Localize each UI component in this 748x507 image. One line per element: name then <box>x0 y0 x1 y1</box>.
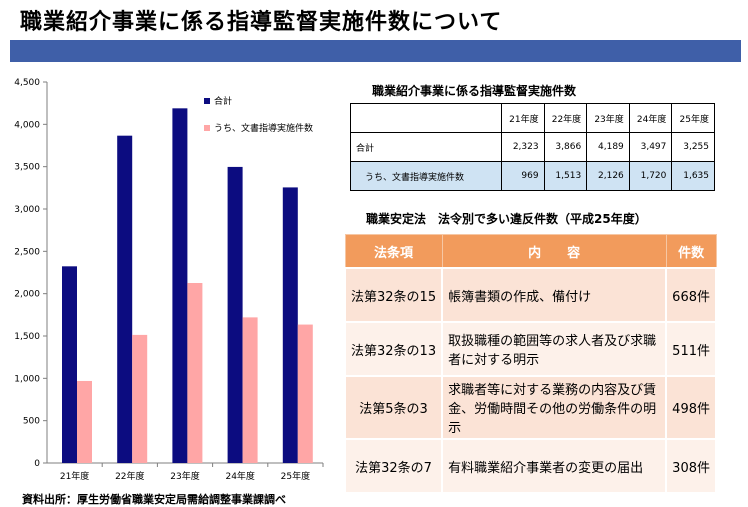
violations-header-row: 法条項 内 容 件数 <box>344 234 717 269</box>
violations-header-count: 件数 <box>665 234 717 269</box>
x-tick-label: 22年度 <box>115 470 144 482</box>
bar-total <box>282 187 298 463</box>
stats-table: 21年度 22年度 23年度 24年度 25年度 合計 2,323 3,866 … <box>350 103 715 191</box>
violation-count: 308件 <box>665 438 717 494</box>
violation-law: 法第32条の15 <box>343 267 444 323</box>
stats-cell: 2,323 <box>501 132 545 162</box>
y-tick-label: 3,000 <box>14 205 40 215</box>
bar-document <box>77 380 92 463</box>
stats-row-document: うち、文書指導実施件数 969 1,513 2,126 1,720 1,635 <box>350 161 715 191</box>
y-tick-label: 1,500 <box>14 332 40 342</box>
y-tick-label: 0 <box>34 459 40 469</box>
stats-header-corner <box>350 103 502 133</box>
stats-cell: 4,189 <box>586 132 630 162</box>
stats-cell: 1,720 <box>628 161 673 191</box>
x-tick-label: 23年度 <box>170 470 199 482</box>
violation-row: 法第32条の7 有料職業紹介事業者の変更の届出 308件 <box>343 438 717 494</box>
stats-header-cell: 22年度 <box>543 103 588 133</box>
page-title: 職業紹介事業に係る指導監督実施件数について <box>20 10 503 35</box>
legend-label: うち、文書指導実施件数 <box>214 122 313 134</box>
title-bar <box>10 40 741 62</box>
y-tick-label: 4,500 <box>14 78 40 88</box>
legend-swatch <box>204 125 210 131</box>
bar-chart: 0 500 1,000 1,500 2,000 2,500 3,000 3,500 4,000 4… <box>14 78 324 482</box>
violation-law: 法第32条の7 <box>343 438 444 494</box>
legend-swatch <box>204 98 210 104</box>
bar-document <box>187 282 203 463</box>
y-tick-label: 500 <box>23 417 40 427</box>
violation-content: 求職者等に対する業務の内容及び賃金、労働時間その他の労働条件の明示 <box>441 375 668 440</box>
stats-header-cell: 24年度 <box>628 103 673 133</box>
x-tick-label: 24年度 <box>225 470 254 482</box>
stats-row-total: 合計 2,323 3,866 4,189 3,497 3,255 <box>350 132 715 162</box>
x-tick-label: 25年度 <box>281 470 310 482</box>
stats-cell: 3,497 <box>628 132 673 162</box>
stats-cell: 1,513 <box>543 161 588 191</box>
stats-cell: 2,126 <box>586 161 630 191</box>
stats-cell: 3,866 <box>543 132 588 162</box>
stats-row-label: 合計 <box>350 132 502 162</box>
y-tick-label: 2,500 <box>14 247 40 257</box>
stats-header-cell: 23年度 <box>586 103 630 133</box>
stats-header-cell: 25年度 <box>671 103 715 133</box>
violation-count: 668件 <box>665 267 717 323</box>
stats-header-cell: 21年度 <box>501 103 545 133</box>
source-note: 資料出所：厚生労働省職業安定局需給調整事業課調べ <box>22 493 286 506</box>
violation-count: 511件 <box>665 321 717 377</box>
violation-content: 取扱職種の範囲等の求人者及び求職者に対する明示 <box>441 321 668 377</box>
violation-count: 498件 <box>665 375 717 440</box>
y-tick-label: 3,500 <box>14 163 40 173</box>
stats-cell: 969 <box>501 161 545 191</box>
bar-total <box>172 108 188 463</box>
stats-cell: 1,635 <box>671 161 715 191</box>
violation-row: 法第5条の3 求職者等に対する業務の内容及び賃金、労働時間その他の労働条件の明示… <box>343 375 717 440</box>
stats-cell: 3,255 <box>671 132 715 162</box>
bar-total <box>227 166 243 464</box>
violation-law: 法第32条の13 <box>343 321 444 377</box>
violation-content: 帳簿書類の作成、備付け <box>441 267 668 323</box>
bar-document <box>132 334 148 463</box>
violation-law: 法第5条の3 <box>343 375 444 440</box>
bar-document <box>242 317 258 463</box>
violation-row: 法第32条の13 取扱職種の範囲等の求人者及び求職者に対する明示 511件 <box>343 321 717 377</box>
violations-table: 法条項 内 容 件数 法第32条の15 帳簿書類の作成、備付け 668件 法第3… <box>343 234 717 494</box>
bar-total <box>117 135 133 464</box>
bar-document <box>297 324 313 463</box>
bar-total <box>62 266 77 463</box>
stats-row-label: うち、文書指導実施件数 <box>350 161 502 191</box>
stats-table-title: 職業紹介事業に係る指導監督実施件数 <box>372 84 577 98</box>
y-tick-label: 2,000 <box>14 290 40 300</box>
violation-content: 有料職業紹介事業者の変更の届出 <box>441 438 668 494</box>
y-tick-label: 1,000 <box>14 374 40 384</box>
violation-row: 法第32条の15 帳簿書類の作成、備付け 668件 <box>343 267 717 323</box>
x-tick-label: 21年度 <box>60 470 89 482</box>
violations-title: 職業安定法 法令別で多い違反件数（平成25年度） <box>366 212 647 226</box>
violations-header-content: 内 容 <box>441 234 667 269</box>
y-tick-label: 4,000 <box>14 120 40 130</box>
stats-header-row: 21年度 22年度 23年度 24年度 25年度 <box>350 103 715 133</box>
violations-header-law: 法条項 <box>344 234 443 269</box>
legend-label: 合計 <box>214 95 232 107</box>
